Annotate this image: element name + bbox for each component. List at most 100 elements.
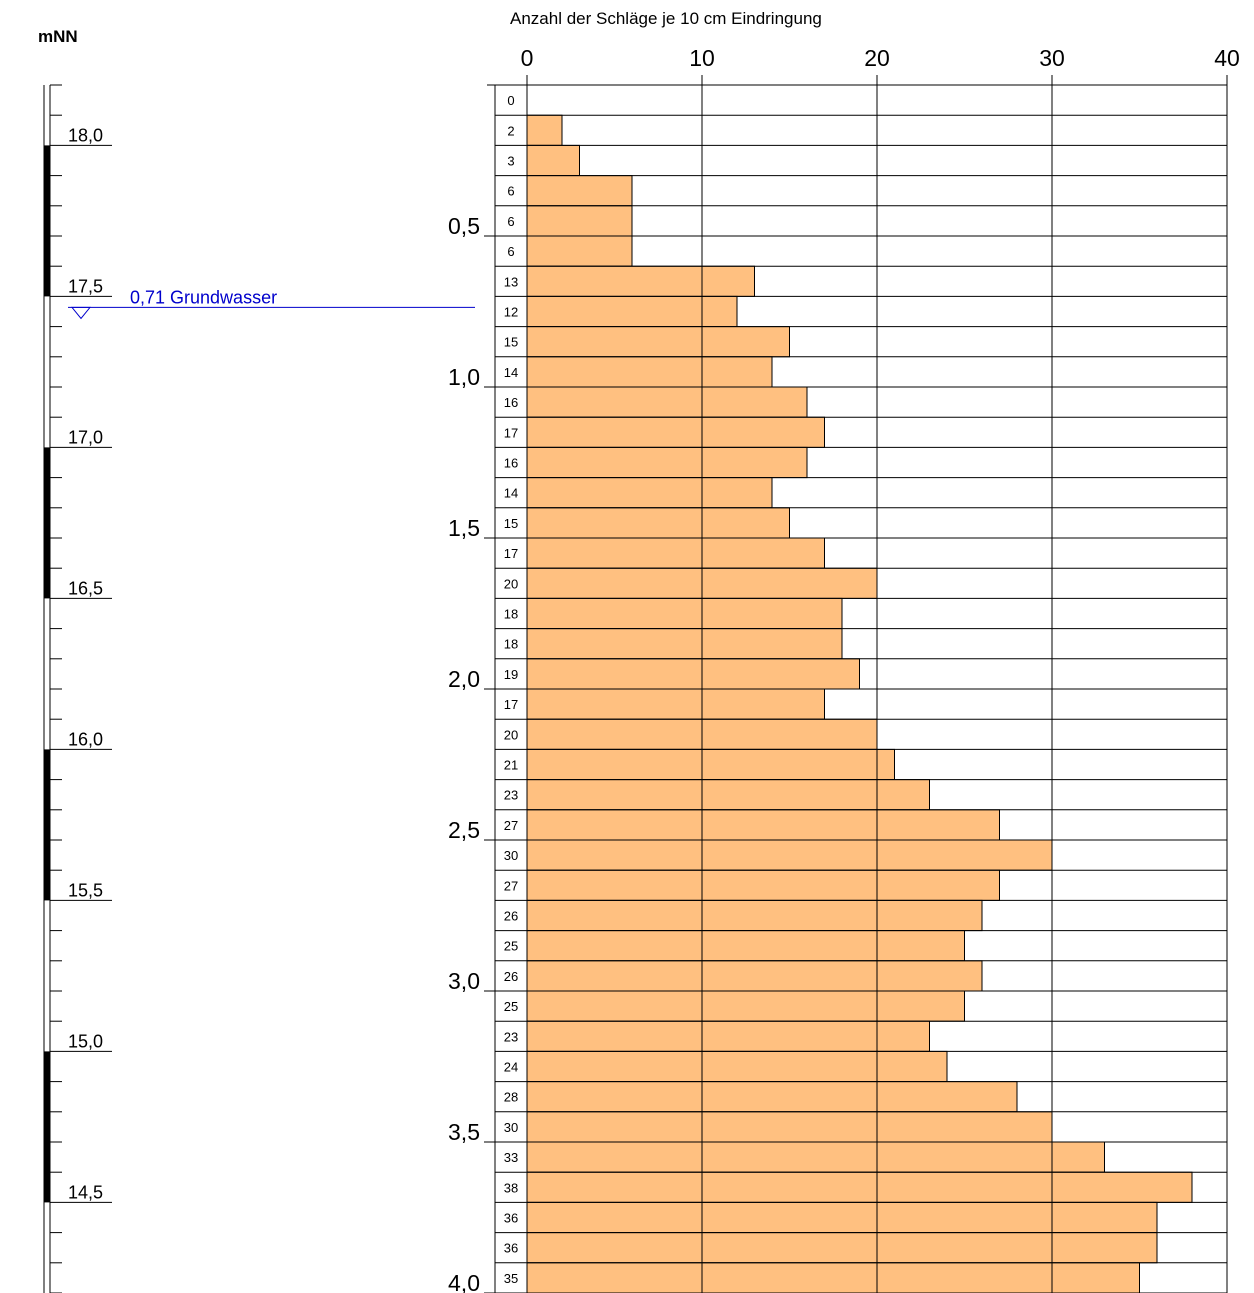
x-tick-label: 0 (521, 45, 534, 71)
groundwater-triangle-icon (70, 306, 92, 320)
bar (526, 990, 965, 1022)
row-value-label: 14 (504, 486, 518, 501)
row-value-label: 25 (504, 939, 518, 954)
plot: Anzahl der Schläge je 10 cm Eindringung … (448, 9, 1240, 1293)
depth-tick-label: 2,0 (448, 666, 480, 692)
depth-tick-label: 3,0 (448, 968, 480, 994)
bar (526, 1050, 948, 1083)
elevation-bar-segment (44, 447, 50, 599)
bar (526, 446, 808, 479)
bar (526, 1081, 1018, 1113)
row-value-label: 27 (504, 818, 518, 833)
row-value-label: 20 (504, 727, 518, 742)
bar (526, 1232, 1158, 1264)
x-tick-label: 40 (1214, 45, 1240, 71)
depth-tick-label: 1,0 (448, 364, 480, 390)
elevation-tick-label: 18,0 (68, 125, 103, 145)
bar (526, 386, 808, 418)
elevation-bar-segment (44, 1051, 50, 1203)
row-value-label: 30 (504, 848, 518, 863)
elevation-tick-label: 15,0 (68, 1031, 103, 1051)
row-value-label: 17 (504, 425, 518, 440)
groundwater-label: 0,71 Grundwasser (130, 287, 277, 307)
elevation-tick-label: 17,5 (68, 276, 103, 296)
row-value-label: 23 (504, 788, 518, 803)
row-value-label: 26 (504, 909, 518, 924)
row-value-label: 20 (504, 576, 518, 591)
row-value-label: 0 (507, 93, 514, 108)
row-value-label: 6 (507, 184, 514, 199)
elevation-bar-segment (44, 145, 50, 297)
row-value-label: 19 (504, 667, 518, 682)
chart-title: Anzahl der Schläge je 10 cm Eindringung (510, 9, 822, 28)
row-value-label: 27 (504, 878, 518, 893)
bar (526, 537, 825, 569)
bar (526, 597, 843, 630)
bar (526, 1171, 1193, 1203)
row-value-label: 15 (504, 516, 518, 531)
row-value-label: 33 (504, 1150, 518, 1165)
row-value-label: 15 (504, 335, 518, 350)
row-value-label: 26 (504, 969, 518, 984)
row-value-label: 13 (504, 274, 518, 289)
depth-tick-label: 0,5 (448, 213, 480, 239)
bar (526, 628, 843, 660)
row-value-label: 6 (507, 244, 514, 259)
row-value-label: 12 (504, 305, 518, 320)
row-value-label: 23 (504, 1029, 518, 1044)
bar (526, 748, 895, 781)
bar (526, 235, 633, 267)
bar (526, 960, 983, 992)
row-value-label: 16 (504, 456, 518, 471)
row-value-label: 14 (504, 365, 518, 380)
elevation-scale: mNN 18,0 17,5 17,0 16,5 16,0 15,5 15,0 14,5 (38, 27, 112, 1293)
row-value-label: 25 (504, 999, 518, 1014)
bar (526, 658, 860, 690)
bar (526, 1111, 1053, 1143)
bar (526, 1262, 1140, 1293)
elevation-tick-label: 14,5 (68, 1182, 103, 1202)
row-value-label: 21 (504, 758, 518, 773)
bar (526, 114, 563, 146)
row-value-label: 18 (504, 607, 518, 622)
bar (526, 416, 825, 448)
bar (526, 688, 825, 720)
bar (526, 809, 1000, 841)
depth-tick-label: 2,5 (448, 817, 480, 843)
bar (526, 507, 790, 539)
row-value-label: 36 (504, 1241, 518, 1256)
bar (526, 930, 965, 962)
row-value-label: 16 (504, 395, 518, 410)
bar (526, 295, 738, 328)
bar (526, 477, 773, 509)
row-value-label: 17 (504, 546, 518, 561)
elevation-tick-label: 17,0 (68, 427, 103, 447)
elevation-tick-label: 16,0 (68, 729, 103, 749)
row-value-label: 24 (504, 1060, 518, 1075)
bar (526, 1141, 1105, 1173)
depth-tick-label: 3,5 (448, 1119, 480, 1145)
row-value-label: 38 (504, 1180, 518, 1195)
depth-tick-label: 4,0 (448, 1270, 480, 1293)
bar (526, 839, 1053, 871)
bar (526, 1020, 930, 1052)
bar (526, 869, 1000, 901)
row-value-label: 30 (504, 1120, 518, 1135)
bar (526, 144, 580, 177)
bar (526, 205, 633, 237)
row-value-label: 36 (504, 1211, 518, 1226)
row-value-label: 17 (504, 697, 518, 712)
x-tick-label: 30 (1039, 45, 1065, 71)
groundwater-marker: 0,71 Grundwasser (68, 287, 475, 320)
elevation-tick-label: 15,5 (68, 880, 103, 900)
x-tick-label: 10 (689, 45, 715, 71)
bar (526, 175, 633, 207)
x-tick-label: 20 (864, 45, 890, 71)
row-value-label: 3 (507, 154, 514, 169)
elevation-tick-label: 16,5 (68, 578, 103, 598)
bar (526, 1201, 1158, 1234)
row-value-label: 2 (507, 123, 514, 138)
row-value-label: 6 (507, 214, 514, 229)
row-value-label: 35 (504, 1271, 518, 1286)
